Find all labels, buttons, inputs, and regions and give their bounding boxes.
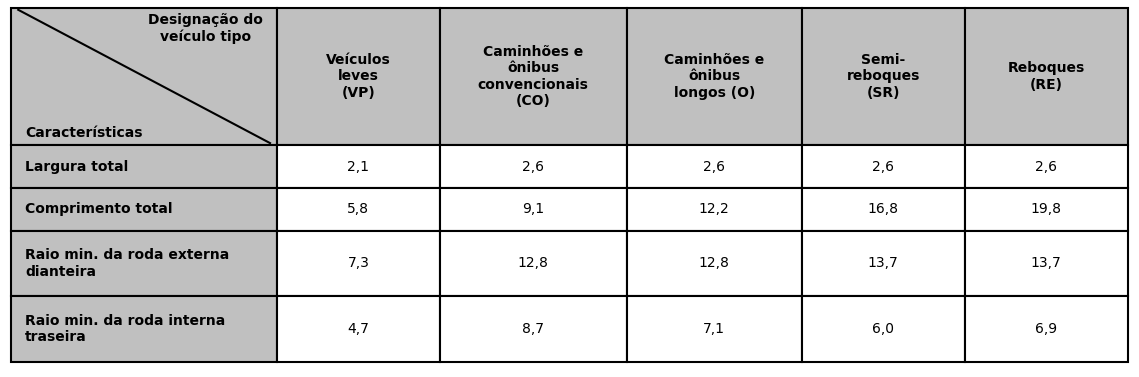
Text: Veículos
leves
(VP): Veículos leves (VP) bbox=[326, 53, 391, 100]
Text: 7,1: 7,1 bbox=[703, 322, 726, 336]
Bar bbox=[277, 8, 440, 146]
Bar bbox=[626, 188, 802, 231]
Text: 2,6: 2,6 bbox=[1035, 160, 1057, 174]
Text: Raio min. da roda interna
traseira: Raio min. da roda interna traseira bbox=[25, 314, 226, 344]
Bar bbox=[965, 188, 1128, 231]
Text: 5,8: 5,8 bbox=[347, 202, 369, 216]
Bar bbox=[626, 8, 802, 146]
Text: Largura total: Largura total bbox=[25, 160, 129, 174]
Text: Comprimento total: Comprimento total bbox=[25, 202, 172, 216]
Bar bbox=[11, 296, 277, 362]
Text: 12,2: 12,2 bbox=[699, 202, 730, 216]
Bar bbox=[440, 146, 626, 188]
Text: Semi-
reboques
(SR): Semi- reboques (SR) bbox=[846, 53, 920, 100]
Text: 13,7: 13,7 bbox=[1031, 256, 1062, 270]
Text: 12,8: 12,8 bbox=[699, 256, 730, 270]
Bar bbox=[965, 146, 1128, 188]
Bar bbox=[277, 188, 440, 231]
Bar bbox=[277, 146, 440, 188]
Bar bbox=[802, 296, 965, 362]
Text: 13,7: 13,7 bbox=[868, 256, 899, 270]
Bar bbox=[277, 296, 440, 362]
Text: 6,0: 6,0 bbox=[872, 322, 894, 336]
Text: 2,6: 2,6 bbox=[872, 160, 894, 174]
Text: Caminhões e
ônibus
convencionais
(CO): Caminhões e ônibus convencionais (CO) bbox=[478, 45, 589, 108]
Bar bbox=[626, 296, 802, 362]
Text: Raio min. da roda externa
dianteira: Raio min. da roda externa dianteira bbox=[25, 248, 229, 279]
Text: 19,8: 19,8 bbox=[1031, 202, 1062, 216]
Text: 8,7: 8,7 bbox=[523, 322, 544, 336]
Bar bbox=[802, 8, 965, 146]
Text: Caminhões e
ônibus
longos (O): Caminhões e ônibus longos (O) bbox=[664, 53, 764, 100]
Text: 4,7: 4,7 bbox=[347, 322, 369, 336]
Bar bbox=[11, 231, 277, 296]
Bar bbox=[802, 146, 965, 188]
Bar bbox=[440, 296, 626, 362]
Bar bbox=[440, 188, 626, 231]
Bar bbox=[440, 8, 626, 146]
Bar bbox=[11, 188, 277, 231]
Text: 2,6: 2,6 bbox=[703, 160, 726, 174]
Text: Características: Características bbox=[25, 126, 142, 140]
Text: 2,1: 2,1 bbox=[347, 160, 369, 174]
Bar bbox=[965, 296, 1128, 362]
Bar bbox=[11, 146, 277, 188]
Bar bbox=[802, 188, 965, 231]
Text: 6,9: 6,9 bbox=[1035, 322, 1057, 336]
Text: 16,8: 16,8 bbox=[868, 202, 899, 216]
Bar bbox=[802, 231, 965, 296]
Bar bbox=[277, 231, 440, 296]
Bar bbox=[11, 8, 277, 146]
Text: 7,3: 7,3 bbox=[347, 256, 369, 270]
Text: 9,1: 9,1 bbox=[523, 202, 544, 216]
Bar bbox=[626, 231, 802, 296]
Bar bbox=[440, 231, 626, 296]
Text: Reboques
(RE): Reboques (RE) bbox=[1008, 61, 1084, 92]
Text: 12,8: 12,8 bbox=[518, 256, 549, 270]
Text: Designação do
veículo tipo: Designação do veículo tipo bbox=[148, 13, 263, 44]
Bar bbox=[965, 231, 1128, 296]
Bar bbox=[965, 8, 1128, 146]
Bar bbox=[626, 146, 802, 188]
Text: 2,6: 2,6 bbox=[523, 160, 544, 174]
